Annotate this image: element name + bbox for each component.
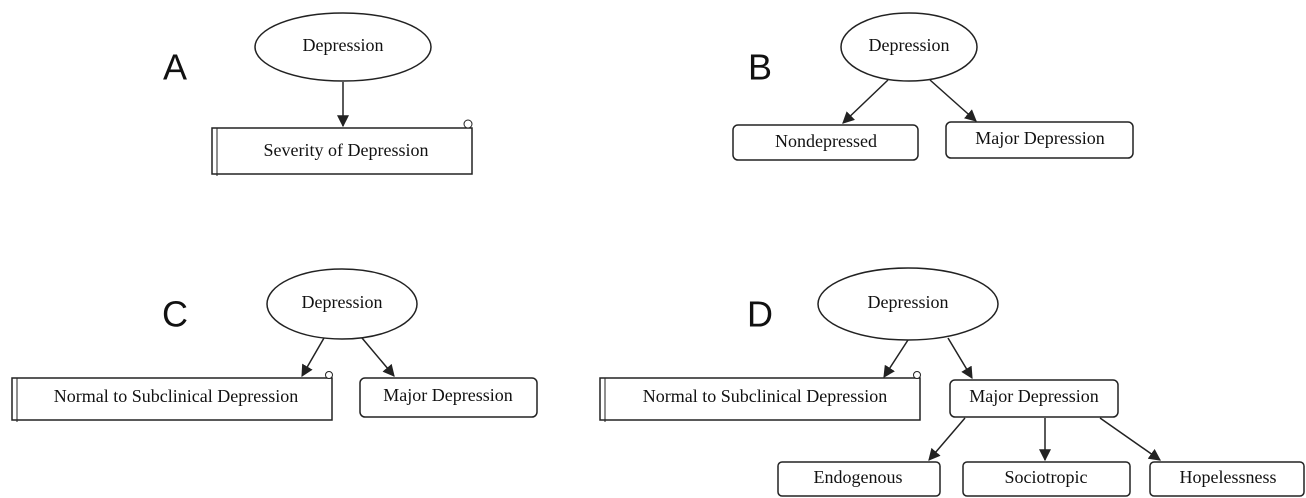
class-node <box>962 461 1131 497</box>
scroll-node <box>599 377 921 421</box>
panel-label: D <box>747 294 773 335</box>
arrow <box>842 79 889 124</box>
scroll-node <box>11 377 333 421</box>
arrow <box>301 337 325 378</box>
class-node <box>777 461 941 497</box>
class-node <box>945 121 1134 159</box>
class-node <box>1149 461 1305 497</box>
class-node <box>949 379 1119 418</box>
node-label: Nondepressed <box>775 131 877 151</box>
node-label: Depression <box>302 292 383 312</box>
scroll-node <box>211 127 473 175</box>
arrow <box>361 337 395 377</box>
node-label: Endogenous <box>814 467 903 487</box>
panel-label: A <box>163 47 187 88</box>
panel-label: B <box>748 47 772 88</box>
node-label: Major Depression <box>383 385 512 405</box>
latent-node <box>254 12 432 82</box>
scroll-curl <box>325 371 333 379</box>
node-label: Normal to Subclinical Depression <box>643 386 887 406</box>
latent-node <box>840 12 978 82</box>
arrow <box>1099 417 1161 461</box>
node-label: Sociotropic <box>1005 467 1088 487</box>
node-label: Depression <box>303 35 384 55</box>
latent-node <box>266 268 418 340</box>
panel-b: B Depression Nondepressed Major Depressi… <box>732 12 1134 161</box>
arrow <box>883 339 909 379</box>
panel-d: D Depression Normal to Subclinical Depre… <box>599 267 1305 497</box>
arrow <box>947 337 973 380</box>
node-label: Severity of Depression <box>264 140 429 160</box>
scroll-curl <box>463 119 473 129</box>
node-label: Hopelessness <box>1180 467 1277 487</box>
panel-a: A Depression Severity of Depression <box>163 12 473 176</box>
panel-label: C <box>162 294 188 335</box>
node-label: Major Depression <box>975 128 1104 148</box>
scroll-curl <box>913 371 921 379</box>
node-label: Major Depression <box>969 386 1098 406</box>
arrow <box>929 79 977 122</box>
panel-c: C Depression Normal to Subclinical Depre… <box>11 268 538 422</box>
class-node <box>732 124 919 161</box>
node-label: Depression <box>868 292 949 312</box>
arrow <box>928 417 966 461</box>
node-label: Depression <box>869 35 950 55</box>
class-node <box>359 377 538 418</box>
node-label: Normal to Subclinical Depression <box>54 386 298 406</box>
